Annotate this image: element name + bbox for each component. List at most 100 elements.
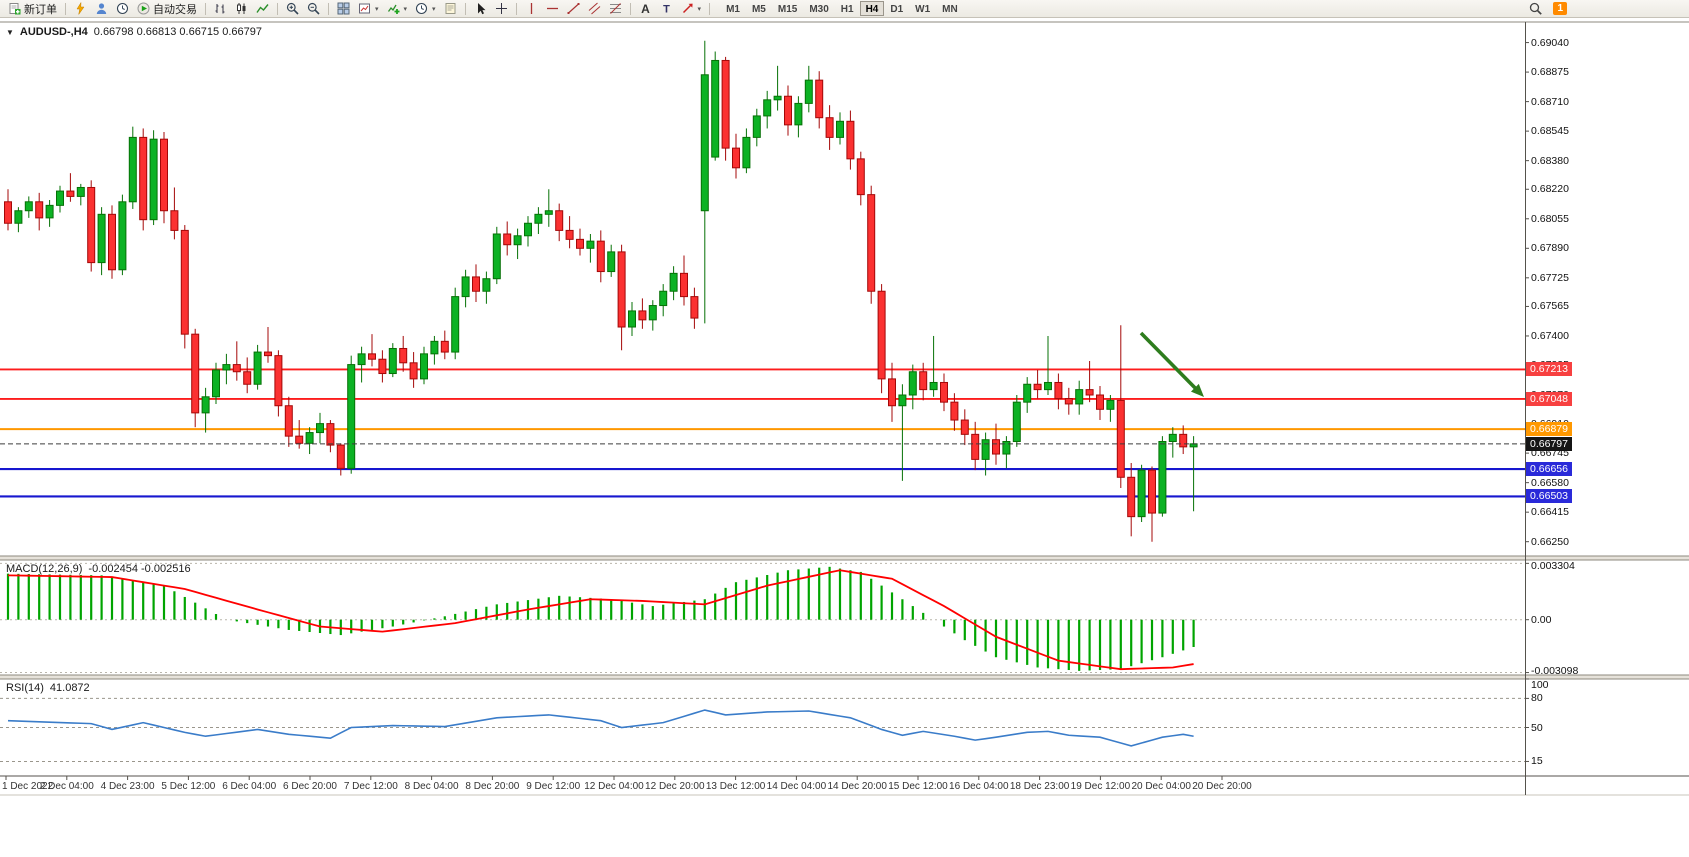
timeframe-m5[interactable]: M5 <box>751 4 766 15</box>
candle <box>1064 398 1073 405</box>
zoom-out-button[interactable] <box>303 1 324 17</box>
annotation-arrow-head <box>1190 383 1204 397</box>
candle <box>929 381 938 391</box>
candle <box>399 347 408 364</box>
autotrading-button[interactable]: 自动交易 <box>133 1 201 17</box>
candle <box>836 120 844 138</box>
cursor-button[interactable] <box>470 1 491 17</box>
candle <box>461 276 470 298</box>
horizontal-line-icon <box>546 2 559 15</box>
bar-chart-button[interactable] <box>210 1 231 17</box>
candle <box>721 59 730 149</box>
templates-button[interactable] <box>440 1 461 17</box>
trendline-button[interactable] <box>563 1 584 17</box>
candle <box>856 158 865 196</box>
timeframe-w1[interactable]: W1 <box>915 4 931 15</box>
candle <box>940 381 948 403</box>
candle <box>492 233 501 280</box>
candle <box>919 371 928 391</box>
candle <box>108 213 116 271</box>
candle <box>139 136 148 221</box>
svg-text:A: A <box>641 2 650 15</box>
timeframe-m15[interactable]: M15 <box>777 4 798 15</box>
candle <box>212 369 220 398</box>
candle <box>815 79 824 119</box>
candle <box>1033 383 1042 391</box>
timeframe-mn[interactable]: MN <box>942 4 958 15</box>
vertical-line-button[interactable] <box>521 1 542 17</box>
line-chart-button[interactable] <box>252 1 273 17</box>
period-clock-icon <box>415 2 428 15</box>
terminal-button[interactable] <box>112 1 133 17</box>
candlestick-chart-icon <box>235 2 248 15</box>
candle <box>908 371 917 396</box>
toolbar-separator <box>205 2 206 15</box>
candle <box>1075 389 1084 405</box>
candle <box>180 229 189 335</box>
candle <box>295 435 304 444</box>
tile-windows-button[interactable] <box>333 1 354 17</box>
candle <box>1127 476 1136 518</box>
candle <box>763 99 772 117</box>
candle <box>1137 469 1146 518</box>
add-indicator-button[interactable]: ▾ <box>383 1 412 17</box>
channel-button[interactable] <box>584 1 605 17</box>
candle <box>388 347 397 375</box>
candle <box>503 233 512 246</box>
cursor-icon <box>474 2 487 15</box>
candle <box>264 351 272 357</box>
arrows-button[interactable]: ▾ <box>677 1 706 17</box>
notification-badge[interactable]: 1 <box>1553 2 1567 15</box>
candle <box>128 136 137 203</box>
new-chart-button[interactable]: ▾ <box>354 1 383 17</box>
zoom-in-button[interactable] <box>282 1 303 17</box>
candle <box>451 296 460 353</box>
candle <box>1148 469 1156 514</box>
fibonacci-button[interactable] <box>605 1 626 17</box>
candle <box>316 423 324 434</box>
profiles-button[interactable] <box>91 1 112 17</box>
candle <box>700 74 709 212</box>
candle <box>284 405 293 437</box>
charts-button[interactable] <box>70 1 91 17</box>
rsi-line <box>7 709 1194 747</box>
candle <box>638 310 647 321</box>
candle <box>680 272 688 298</box>
timeframe-m1[interactable]: M1 <box>726 4 740 15</box>
crosshair-button[interactable] <box>491 1 512 17</box>
toolbar-separator <box>464 2 466 15</box>
toolbar-separator <box>515 2 517 15</box>
macd-signal-line <box>7 569 1194 671</box>
periods-button[interactable]: ▾ <box>411 1 440 17</box>
timeframe-h1[interactable]: H1 <box>840 4 854 15</box>
new-chart-icon <box>358 2 371 15</box>
new-order-button[interactable]: 新订单 <box>4 1 61 17</box>
annotation-arrow <box>1139 331 1199 392</box>
horizontal-line-button[interactable] <box>542 1 563 17</box>
text-button[interactable]: A <box>635 1 656 17</box>
search-button[interactable] <box>1525 1 1546 17</box>
timeframe-h4[interactable]: H4 <box>859 1 885 16</box>
candle <box>607 251 616 273</box>
candlestick-chart-button[interactable] <box>231 1 252 17</box>
new-order-label: 新订单 <box>24 3 57 16</box>
toolbar-separator <box>328 2 329 15</box>
candle <box>482 278 491 292</box>
timeframe-toolbar: M1 M5 M15 M30 H1 H4 D1 W1 MN <box>720 1 964 16</box>
timeframe-m30[interactable]: M30 <box>809 4 829 15</box>
candle <box>981 439 990 460</box>
chevron-down-icon: ▾ <box>375 5 379 13</box>
candle <box>201 396 210 414</box>
timeframe-d1[interactable]: D1 <box>890 4 904 15</box>
candle <box>1012 401 1021 443</box>
candle <box>118 201 127 271</box>
candle <box>1168 433 1177 443</box>
text-label-button[interactable]: T <box>656 1 677 17</box>
candle <box>1096 394 1104 410</box>
candle <box>97 213 106 264</box>
arrows-icon <box>681 2 694 15</box>
candle <box>56 190 64 206</box>
panel-splitter <box>0 556 1689 560</box>
